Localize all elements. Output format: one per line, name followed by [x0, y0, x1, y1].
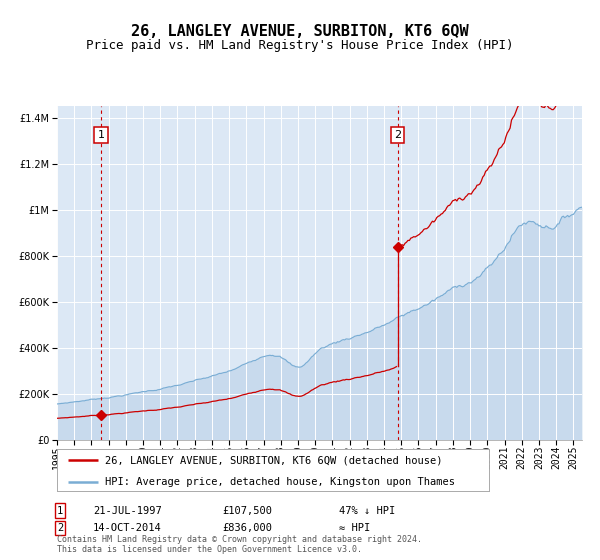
Text: 14-OCT-2014: 14-OCT-2014 [93, 523, 162, 533]
Text: £836,000: £836,000 [222, 523, 272, 533]
Text: ≈ HPI: ≈ HPI [339, 523, 370, 533]
Text: 26, LANGLEY AVENUE, SURBITON, KT6 6QW (detached house): 26, LANGLEY AVENUE, SURBITON, KT6 6QW (d… [104, 455, 442, 465]
Text: 47% ↓ HPI: 47% ↓ HPI [339, 506, 395, 516]
Text: Contains HM Land Registry data © Crown copyright and database right 2024.
This d: Contains HM Land Registry data © Crown c… [57, 535, 422, 554]
Text: 2: 2 [394, 130, 401, 140]
Text: HPI: Average price, detached house, Kingston upon Thames: HPI: Average price, detached house, King… [104, 477, 455, 487]
Text: 21-JUL-1997: 21-JUL-1997 [93, 506, 162, 516]
Text: Price paid vs. HM Land Registry's House Price Index (HPI): Price paid vs. HM Land Registry's House … [86, 39, 514, 53]
Text: 26, LANGLEY AVENUE, SURBITON, KT6 6QW: 26, LANGLEY AVENUE, SURBITON, KT6 6QW [131, 24, 469, 39]
Text: 1: 1 [97, 130, 104, 140]
Text: 1: 1 [57, 506, 63, 516]
Text: £107,500: £107,500 [222, 506, 272, 516]
Text: 2: 2 [57, 523, 63, 533]
